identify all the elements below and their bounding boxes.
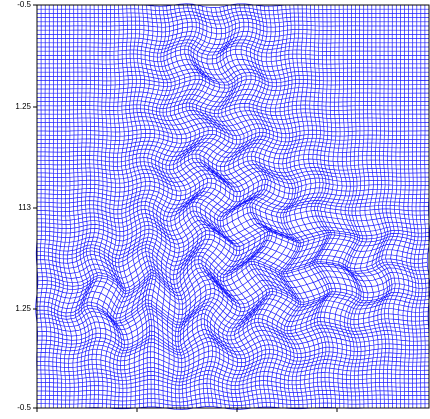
y-tick-label: -0.5 bbox=[17, 403, 31, 412]
mesh-plot: -0.5 1.25 113 1.25 -0.5 bbox=[0, 0, 430, 414]
y-axis: -0.5 1.25 113 1.25 -0.5 bbox=[15, 0, 37, 412]
y-tick-label: 113 bbox=[18, 203, 31, 212]
y-tick-label: -0.5 bbox=[17, 0, 31, 9]
deformation-mesh bbox=[36, 4, 430, 410]
page: -0.51.251131.25-0.5 (() => { const data … bbox=[0, 0, 430, 414]
y-tick-label: 1.25 bbox=[15, 304, 31, 313]
y-tick-label: 1.25 bbox=[15, 102, 31, 111]
mesh-lines bbox=[36, 4, 430, 410]
